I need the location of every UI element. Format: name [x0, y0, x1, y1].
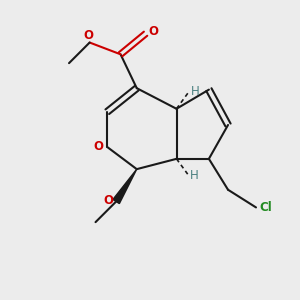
Text: O: O	[83, 29, 94, 42]
Text: H: H	[190, 169, 199, 182]
Text: H: H	[190, 85, 199, 98]
Text: O: O	[93, 140, 103, 153]
Text: O: O	[149, 26, 159, 38]
Polygon shape	[113, 169, 137, 204]
Text: Cl: Cl	[260, 201, 272, 214]
Text: O: O	[103, 194, 113, 207]
